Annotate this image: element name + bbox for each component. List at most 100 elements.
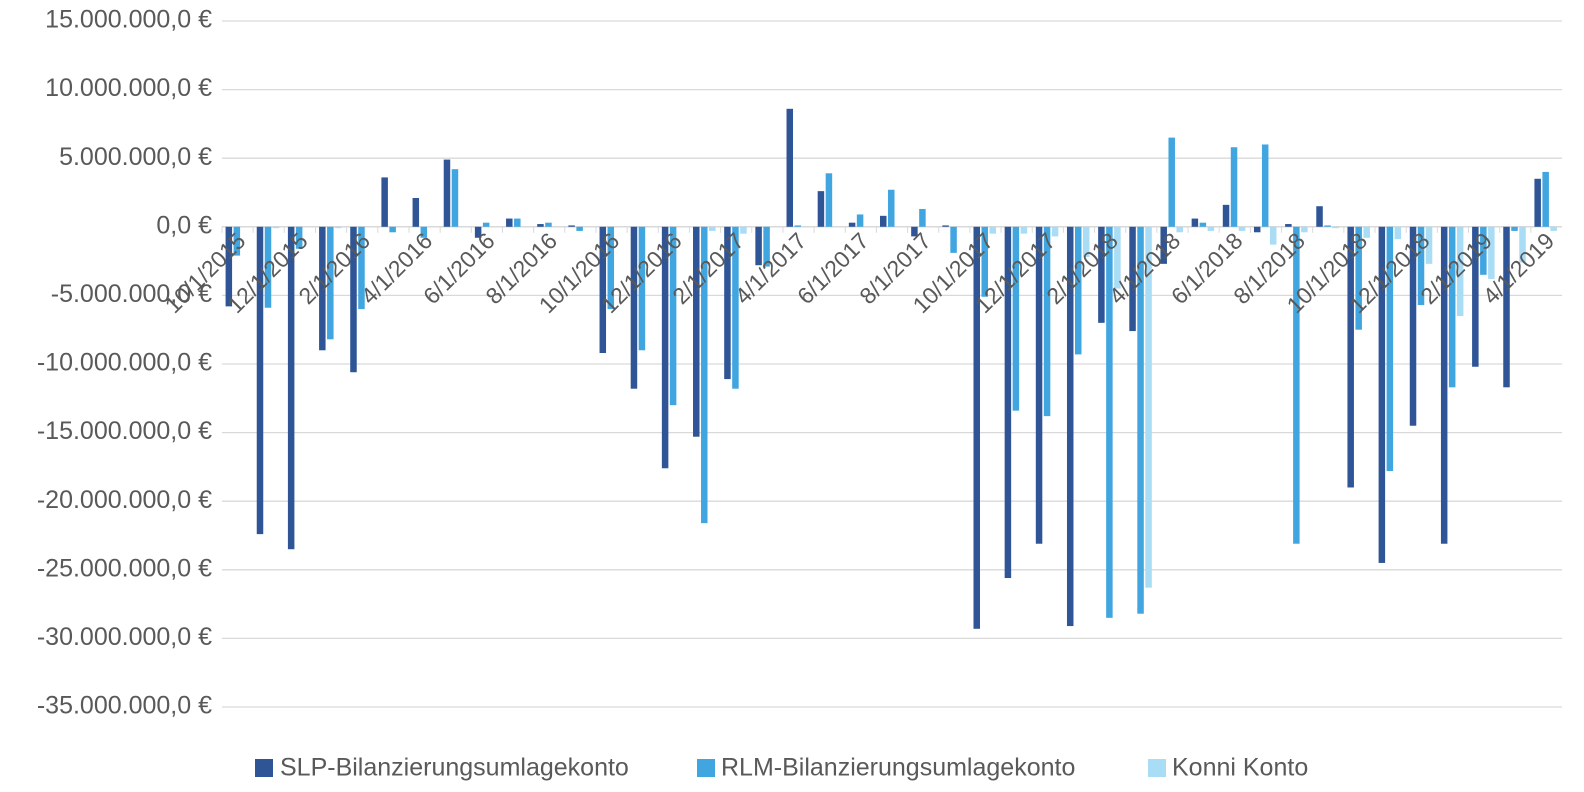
bar <box>1488 226 1495 279</box>
bar <box>1160 226 1167 264</box>
bar <box>950 226 957 253</box>
bar <box>1480 226 1487 275</box>
bar <box>256 226 264 535</box>
bar <box>287 226 295 550</box>
bar <box>911 226 918 237</box>
bar <box>295 226 303 249</box>
bar <box>701 226 708 524</box>
bar <box>1145 226 1152 588</box>
bar <box>233 226 241 256</box>
bar <box>1355 226 1362 330</box>
bar <box>661 226 669 469</box>
bar <box>817 191 825 227</box>
y-tick-label: -5.000.000,0 € <box>51 280 212 308</box>
bar <box>888 189 895 227</box>
bar <box>1332 226 1339 229</box>
bar <box>630 226 638 389</box>
bar <box>350 226 357 373</box>
bar <box>381 177 388 227</box>
bar <box>1098 226 1105 323</box>
bar <box>1199 222 1207 227</box>
bar <box>514 218 521 227</box>
bar <box>1386 226 1394 472</box>
bar <box>327 226 334 340</box>
bar <box>272 226 280 229</box>
bar <box>1137 226 1144 614</box>
bar <box>568 225 575 227</box>
y-tick-label: -20.000.000,0 € <box>37 486 212 514</box>
y-tick-label: -15.000.000,0 € <box>37 417 212 445</box>
bar <box>1511 226 1518 231</box>
bar <box>1082 226 1090 257</box>
bar <box>1004 226 1012 579</box>
bar <box>1191 218 1199 227</box>
bar <box>482 222 490 227</box>
bar <box>919 208 926 227</box>
bar <box>1043 226 1051 417</box>
bar <box>1207 226 1215 231</box>
y-tick-label: -30.000.000,0 € <box>37 623 212 651</box>
bar <box>1261 144 1269 227</box>
bar <box>638 226 646 351</box>
bar <box>1051 226 1059 237</box>
bar <box>1472 226 1479 367</box>
bar <box>669 226 677 406</box>
y-tick-label: -35.000.000,0 € <box>37 692 212 720</box>
bar <box>358 226 365 310</box>
bar <box>1114 226 1121 289</box>
bar <box>1012 226 1020 411</box>
bar <box>1519 226 1526 263</box>
bar <box>1347 226 1354 488</box>
bar <box>1238 226 1246 231</box>
bar <box>1285 224 1292 227</box>
bar <box>1074 226 1082 355</box>
bar <box>724 226 731 380</box>
bar <box>1176 226 1183 233</box>
bar <box>1301 226 1308 233</box>
bar <box>973 226 980 629</box>
y-tick-label: -10.000.000,0 € <box>37 349 212 377</box>
bar <box>1425 226 1433 264</box>
y-tick-label: 10.000.000,0 € <box>45 74 212 102</box>
bar <box>848 222 856 227</box>
bar <box>1363 226 1370 238</box>
y-tick-label: 15.000.000,0 € <box>45 6 212 34</box>
bar <box>1440 226 1448 544</box>
bar <box>1448 226 1456 388</box>
y-tick-label: -25.000.000,0 € <box>37 554 212 582</box>
bar <box>545 222 552 227</box>
bar <box>981 226 988 297</box>
bar <box>693 226 700 437</box>
bar <box>1222 204 1230 227</box>
bar <box>451 169 459 227</box>
y-tick-label: 5.000.000,0 € <box>59 143 212 171</box>
legend-label: Konni Konto <box>1172 754 1308 782</box>
bar <box>264 226 272 308</box>
bar <box>576 226 583 231</box>
bar <box>225 226 233 307</box>
bar <box>755 226 762 266</box>
bar <box>335 226 342 229</box>
legend-swatch <box>697 759 715 777</box>
legend-label: SLP-Bilanzierungsumlagekonto <box>280 754 629 782</box>
bar <box>1230 147 1238 227</box>
bar <box>1456 226 1464 316</box>
bar <box>1269 226 1277 245</box>
bar <box>1542 171 1549 227</box>
bar <box>989 226 996 234</box>
bar <box>1066 226 1074 627</box>
bar <box>856 214 864 227</box>
bar <box>1409 226 1417 426</box>
bar <box>1417 226 1425 306</box>
bar <box>389 226 396 233</box>
bar <box>1378 226 1386 563</box>
bar <box>1253 226 1261 233</box>
bar <box>1324 225 1331 227</box>
bar <box>1020 226 1028 234</box>
bar <box>740 226 747 234</box>
bar <box>1550 226 1557 231</box>
bar <box>1168 137 1175 227</box>
bar <box>880 215 887 227</box>
bar <box>763 226 770 267</box>
